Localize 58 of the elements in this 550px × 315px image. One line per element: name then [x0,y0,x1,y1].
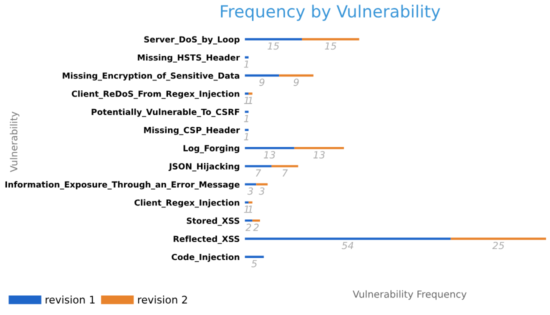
bar [244,146,294,150]
data-label: 15 [268,42,280,50]
data-label: 1 [244,206,248,213]
data-label: 25 [492,242,504,250]
bar [244,165,272,168]
bar [248,201,252,204]
bar [244,256,264,258]
y-tick-label: Missing_HSTS_Header [138,54,240,62]
y-tick-label: Missing_CSP_Header [144,126,240,136]
data-label: 1 [248,206,252,213]
chart-title: Frequency by Vulnerability [220,4,440,21]
y-axis-title: Vulnerability [10,112,20,172]
data-label: 3 [247,187,253,195]
bar [244,220,252,222]
legend-label: revision 1 [46,296,95,304]
data-label: 7 [256,169,262,176]
data-label: 9 [259,78,264,86]
y-tick-label: Missing_Encryption_of_Sensitive_Data [62,72,240,81]
y-tick-label: Client_Regex_Injection [134,199,240,208]
data-label: 13 [313,151,325,158]
bar [271,165,298,168]
x-axis-title: Vulnerability Frequency [352,290,467,300]
data-label: 7 [282,169,288,176]
y-tick-label: Code_Injection [172,254,240,262]
data-label: 2 [253,224,259,231]
bar [252,220,260,222]
data-label: 13 [264,151,276,158]
legend-label: revision 2 [138,296,187,304]
y-tick-label: Log_Forging [184,144,240,154]
y-tick-label: Server_DoS_by_Loop [144,36,240,44]
y-tick-label: Reflected_XSS [174,236,240,244]
data-label: 1 [244,60,248,68]
bar [244,38,302,40]
bar [244,238,451,240]
data-label: 3 [258,187,264,195]
data-label: 1 [244,114,248,122]
bar [244,74,280,77]
data-label: 5 [251,260,257,268]
data-label: 1 [248,96,252,104]
y-tick-label: JSON_Hijacking [168,163,240,172]
y-tick-label: Stored_XSS [186,217,240,226]
data-label: 15 [324,42,336,50]
data-label: 2 [246,224,252,231]
data-label: 1 [244,96,248,104]
bar [279,74,314,77]
y-tick-label: Potentially_Vulnerable_To_CSRF [92,108,240,117]
bar [244,183,256,186]
bar [244,110,249,113]
data-label: 1 [244,133,248,140]
bar [302,38,360,40]
y-tick-label: Client_ReDoS_From_Regex_Injection [72,90,240,99]
data-label: 9 [294,78,299,86]
data-label: 54 [342,242,354,250]
bar [294,146,344,150]
bar [256,183,268,186]
y-tick-label: Information_Exposure_Through_an_Error_Message [5,181,240,190]
bar [248,92,252,95]
bar [450,238,546,240]
